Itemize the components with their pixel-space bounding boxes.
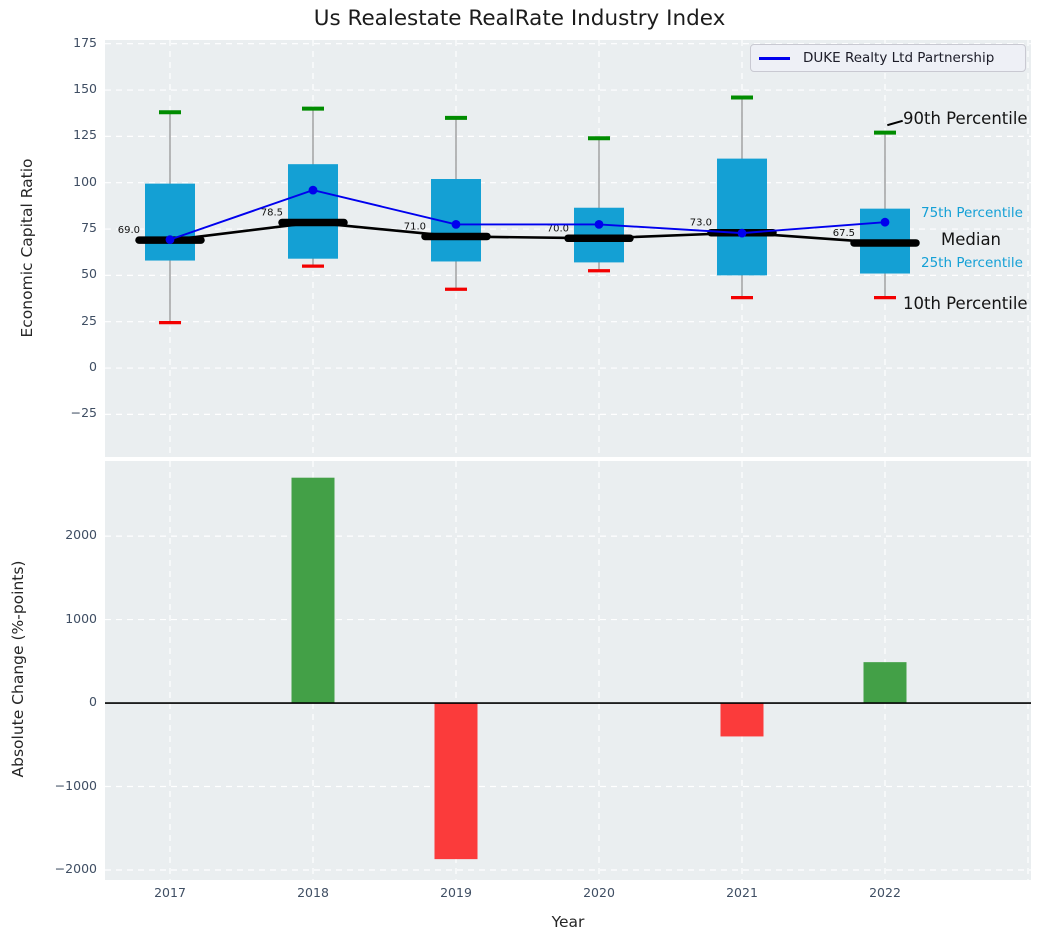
bottom-y-tick-label: −2000 (54, 860, 97, 876)
top-y-tick-label: 150 (73, 81, 97, 97)
x-tick-label: 2018 (297, 885, 329, 900)
negative-bar (434, 703, 478, 860)
iqr-box (717, 158, 767, 276)
bottom-y-tick-label: 2000 (65, 527, 97, 543)
bar-canvas (105, 461, 1031, 880)
top-y-tick-label: −25 (70, 405, 97, 421)
median-value-label: 78.5 (261, 208, 283, 219)
x-axis-label: Year (551, 913, 585, 931)
company-point (737, 228, 747, 238)
company-point (308, 185, 318, 195)
top-axes: 69.0 78.5 71.0 70.0 73.0 67.5 (105, 40, 1031, 457)
negative-bar (720, 703, 764, 737)
boxplot-canvas: 69.0 78.5 71.0 70.0 73.0 67.5 (105, 40, 1031, 457)
p90-annotation: 90th Percentile (903, 109, 1028, 128)
positive-bar (863, 662, 907, 704)
top-y-tick-label: 125 (73, 127, 97, 143)
x-tick-label: 2022 (869, 885, 901, 900)
top-y-tick-label: 0 (89, 359, 97, 375)
company-point (594, 220, 604, 229)
median-annotation: Median (941, 230, 1002, 249)
x-tick-label: 2021 (726, 885, 758, 900)
x-tick-label: 2017 (154, 885, 186, 900)
top-y-tick-label: 175 (73, 34, 97, 50)
top-y-tick-label: 100 (73, 173, 97, 189)
p25-annotation: 25th Percentile (921, 255, 1023, 271)
median-value-label: 67.5 (833, 228, 855, 239)
median-value-label: 70.0 (547, 223, 569, 234)
median-line (169, 221, 886, 245)
company-point (880, 217, 890, 227)
legend: DUKE Realty Ltd Partnership (750, 44, 1026, 72)
top-y-tick-label: 75 (81, 220, 97, 236)
legend-line-swatch (759, 56, 790, 60)
top-y-tick-label: 25 (81, 312, 97, 328)
company-point (451, 220, 461, 229)
positive-bar (291, 477, 335, 704)
median-value-label: 73.0 (690, 218, 712, 229)
iqr-box (288, 164, 338, 259)
bottom-y-tick-label: 1000 (65, 610, 97, 626)
p75-annotation: 75th Percentile (921, 205, 1023, 221)
chart-title: Us Realestate RealRate Industry Index (313, 6, 726, 31)
x-tick-label: 2019 (440, 885, 472, 900)
bottom-axes (105, 461, 1031, 880)
iqr-box (145, 183, 195, 261)
bottom-y-axis-label: Absolute Change (%-points) (9, 560, 27, 778)
company-point (165, 235, 175, 245)
median-value-label: 69.0 (118, 225, 140, 236)
bottom-y-tick-label: −1000 (54, 777, 97, 793)
p10-annotation: 10th Percentile (903, 294, 1028, 313)
x-tick-label: 2020 (583, 885, 615, 900)
company-line (169, 189, 886, 241)
bottom-y-tick-label: 0 (89, 694, 97, 710)
median-value-label: 71.0 (404, 221, 426, 232)
legend-label: DUKE Realty Ltd Partnership (803, 50, 995, 66)
top-y-tick-label: 50 (81, 266, 97, 282)
